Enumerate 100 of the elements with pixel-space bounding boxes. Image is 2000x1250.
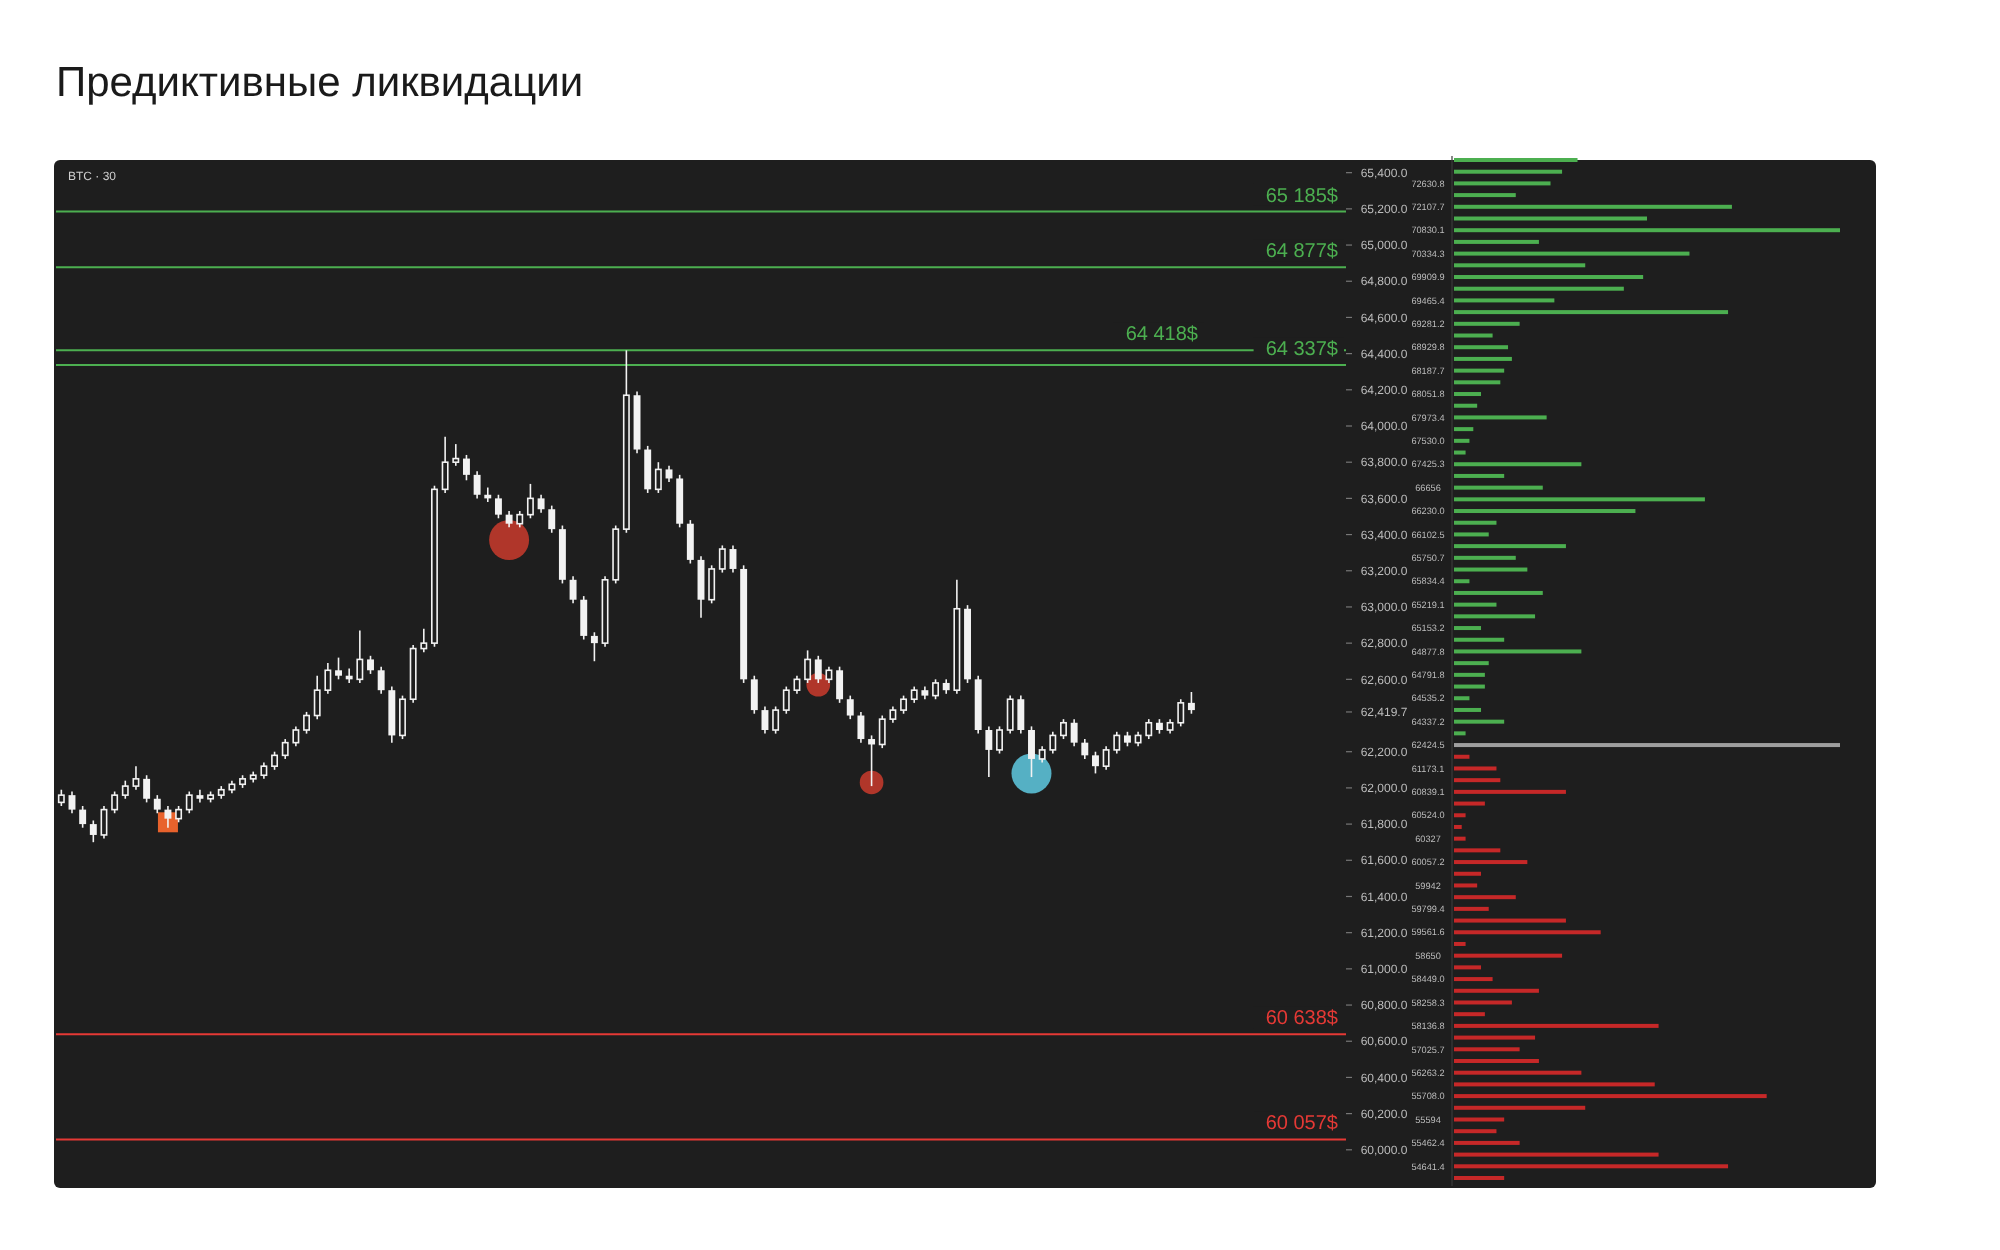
bar <box>1454 310 1729 315</box>
candlestick <box>89 819 97 843</box>
ref-line-label: 64 337$ <box>1265 339 1339 362</box>
candlestick <box>590 631 598 663</box>
bar <box>1454 977 1493 982</box>
bar <box>1454 1164 1729 1169</box>
bar <box>1454 719 1505 724</box>
bar <box>1454 895 1516 900</box>
bar <box>1454 579 1470 584</box>
bar <box>1454 906 1489 911</box>
candlestick <box>857 711 865 744</box>
bar <box>1454 789 1566 794</box>
bar <box>1454 438 1470 443</box>
bar <box>1454 228 1840 233</box>
ref-line-label: 60 638$ <box>1265 1008 1339 1031</box>
candlestick <box>1092 750 1099 775</box>
bar <box>1454 368 1505 373</box>
bar <box>1454 462 1582 467</box>
bar <box>1454 415 1547 420</box>
bar <box>1454 1105 1586 1110</box>
candlestick <box>569 575 577 605</box>
candlestick <box>111 790 119 815</box>
bar <box>1454 485 1543 490</box>
bar <box>1454 567 1528 572</box>
ref-line-label: 64 418$ <box>1125 324 1199 347</box>
bar <box>1454 239 1539 244</box>
bar <box>1454 813 1466 818</box>
bar <box>1454 1023 1659 1028</box>
candlestick <box>676 474 684 529</box>
bar <box>1454 298 1555 303</box>
bar <box>1454 848 1501 853</box>
candlestick <box>708 564 716 605</box>
chart-title: Предиктивные ликвидации <box>56 60 584 106</box>
candlestick <box>836 665 844 704</box>
bar <box>1454 953 1563 958</box>
bar <box>1454 871 1482 876</box>
bar <box>1454 1058 1539 1063</box>
bar <box>1454 778 1501 783</box>
candlestick <box>388 685 396 744</box>
bar <box>1454 450 1466 455</box>
bar <box>1454 988 1539 993</box>
candlestick <box>644 445 652 494</box>
bar <box>1454 473 1505 478</box>
bar <box>1454 801 1485 806</box>
candlestick <box>1028 725 1035 778</box>
candlestick <box>164 805 172 829</box>
bar <box>1454 602 1497 607</box>
bar <box>1454 637 1505 642</box>
bar <box>1454 520 1497 525</box>
bar <box>1454 532 1489 537</box>
candlestick <box>399 694 406 740</box>
candlestick <box>1187 691 1195 715</box>
bar <box>1454 883 1478 888</box>
candlestick <box>367 655 374 675</box>
bar <box>1454 743 1840 748</box>
bar <box>1454 1012 1485 1017</box>
bar <box>1454 251 1690 256</box>
bar <box>1454 1070 1582 1075</box>
bar <box>1454 392 1482 397</box>
bar <box>1454 1047 1520 1052</box>
candlestick <box>772 705 780 735</box>
bar <box>1454 941 1466 946</box>
bar <box>1454 204 1732 209</box>
bar <box>1454 403 1478 408</box>
bar <box>1454 684 1485 689</box>
candlestick <box>686 519 694 565</box>
candlestick <box>718 544 726 574</box>
bar <box>1454 1117 1505 1122</box>
ref-line-label: 64 877$ <box>1265 241 1339 264</box>
candlestick <box>996 725 1003 755</box>
candlestick <box>153 794 161 815</box>
bar <box>1454 1129 1497 1134</box>
candlestick <box>79 805 87 829</box>
bar <box>1454 321 1520 326</box>
bar <box>1454 696 1470 701</box>
candlestick <box>846 694 854 720</box>
bar <box>1454 930 1601 935</box>
bar <box>1454 824 1462 829</box>
bar <box>1454 263 1586 268</box>
bar <box>1454 544 1566 549</box>
bar <box>1454 497 1705 502</box>
bar <box>1454 766 1497 771</box>
bar <box>1454 731 1466 736</box>
candlestick <box>68 790 76 815</box>
bar <box>1454 590 1543 595</box>
candlestick <box>526 483 534 520</box>
ref-line-label: 60 057$ <box>1265 1113 1339 1136</box>
bar <box>1454 860 1528 865</box>
candlestick <box>900 694 908 715</box>
candlestick <box>335 656 342 681</box>
candlestick <box>1081 738 1089 760</box>
bar <box>1454 1152 1659 1157</box>
bar <box>1454 216 1647 221</box>
ref-line-label: 65 185$ <box>1265 185 1339 208</box>
candlestick <box>932 678 940 701</box>
bar <box>1454 626 1482 631</box>
bar <box>1454 836 1466 841</box>
bar <box>1454 1082 1655 1087</box>
bar <box>1454 1035 1536 1040</box>
bar <box>1454 181 1551 186</box>
